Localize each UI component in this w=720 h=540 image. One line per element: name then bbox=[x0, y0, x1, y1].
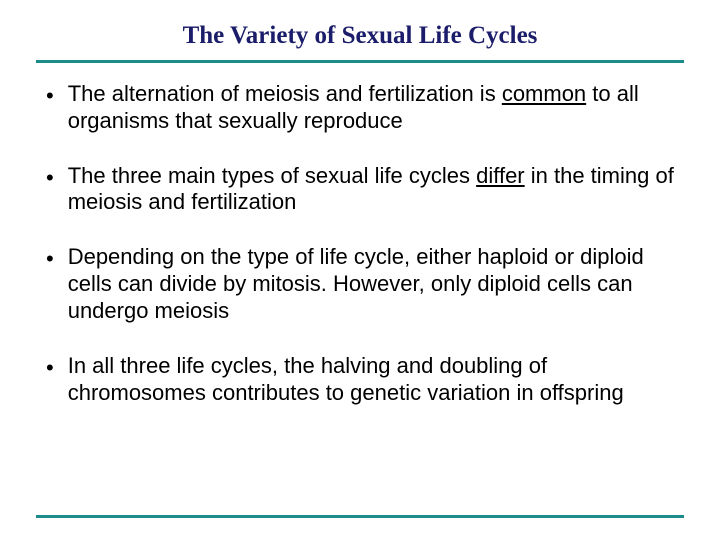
text-pre: In all three life cycles, the halving an… bbox=[68, 353, 624, 405]
bullet-text: The alternation of meiosis and fertiliza… bbox=[68, 81, 674, 135]
list-item: • The three main types of sexual life cy… bbox=[46, 163, 674, 217]
slide: The Variety of Sexual Life Cycles • The … bbox=[0, 0, 720, 540]
bullet-dot-icon: • bbox=[46, 83, 54, 110]
bottom-rule bbox=[36, 515, 684, 518]
list-item: • In all three life cycles, the halving … bbox=[46, 353, 674, 407]
text-underline: differ bbox=[476, 163, 525, 188]
bullet-text: Depending on the type of life cycle, eit… bbox=[68, 244, 674, 324]
list-item: • Depending on the type of life cycle, e… bbox=[46, 244, 674, 324]
text-pre: Depending on the type of life cycle, eit… bbox=[68, 244, 644, 323]
bullet-dot-icon: • bbox=[46, 165, 54, 192]
bullet-list: • The alternation of meiosis and fertili… bbox=[36, 63, 684, 406]
bullet-text: In all three life cycles, the halving an… bbox=[68, 353, 674, 407]
bullet-text: The three main types of sexual life cycl… bbox=[68, 163, 674, 217]
text-pre: The three main types of sexual life cycl… bbox=[68, 163, 476, 188]
text-pre: The alternation of meiosis and fertiliza… bbox=[68, 81, 502, 106]
bullet-dot-icon: • bbox=[46, 355, 54, 382]
text-underline: common bbox=[502, 81, 586, 106]
slide-title: The Variety of Sexual Life Cycles bbox=[36, 22, 684, 50]
bullet-dot-icon: • bbox=[46, 246, 54, 273]
list-item: • The alternation of meiosis and fertili… bbox=[46, 81, 674, 135]
